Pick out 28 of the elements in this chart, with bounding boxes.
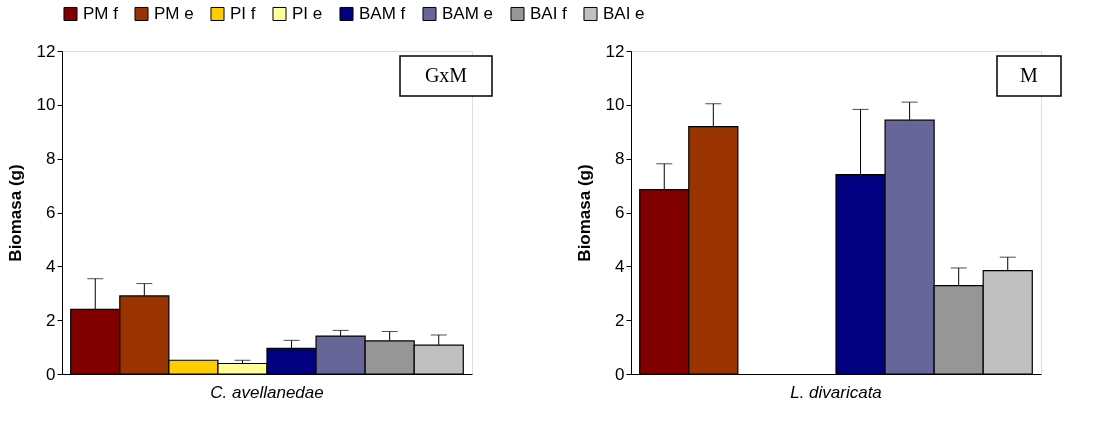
y-tick-label: 2: [615, 310, 625, 330]
y-tick-label: 6: [46, 203, 56, 222]
legend-label: BAI f: [530, 3, 568, 23]
legend-label: PI e: [292, 3, 323, 23]
y-tick-label: 0: [615, 364, 625, 384]
legend-label: BAI e: [603, 3, 645, 23]
x-tick-label: C. avellanedae: [210, 382, 324, 402]
y-axis-title: Biomasa (g): [5, 164, 25, 262]
y-tick-label: 12: [605, 41, 625, 61]
y-tick-label: 10: [605, 95, 625, 115]
legend-label: BAM f: [359, 3, 406, 23]
annotation: M: [1020, 64, 1039, 86]
x-tick-label: L. divaricata: [790, 382, 882, 402]
y-tick-label: 4: [615, 256, 625, 276]
legend-label: PM e: [154, 3, 194, 23]
y-tick-label: 12: [36, 41, 56, 61]
y-tick-label: 4: [46, 256, 56, 276]
y-tick-label: 10: [36, 95, 56, 115]
y-tick-label: 8: [615, 149, 625, 169]
y-tick-label: 8: [46, 149, 56, 169]
y-axis-title: Biomasa (g): [574, 164, 594, 262]
legend-label: BAM e: [442, 3, 494, 23]
annotation: GxM: [424, 64, 468, 86]
y-tick-label: 6: [615, 203, 625, 222]
y-tick-label: 0: [46, 364, 56, 384]
y-tick-label: 2: [46, 310, 56, 330]
legend-label: PI f: [230, 3, 256, 23]
legend-label: PM f: [83, 3, 119, 23]
